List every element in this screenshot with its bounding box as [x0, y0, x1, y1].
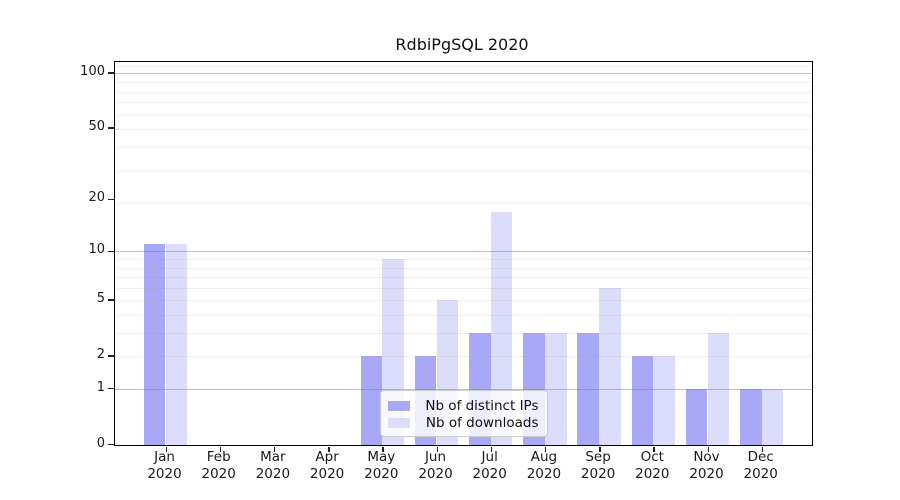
x-tick-jun: [436, 446, 438, 452]
chart-title: RdbiPgSQL 2020: [395, 35, 529, 54]
x-tick-apr: [328, 446, 330, 452]
y-tick-label-100: 100: [80, 63, 105, 79]
y-tick-5: [107, 299, 115, 301]
x-tick-may: [382, 446, 384, 452]
x-tick-label-sep: Sep 2020: [580, 449, 616, 482]
bar-distinct-ips-dec: [740, 388, 762, 445]
bar-downloads-oct: [653, 356, 675, 445]
y-tick-100: [107, 72, 115, 74]
bar-downloads-dec: [761, 388, 784, 445]
legend-row-downloads: Nb of downloads: [387, 414, 539, 431]
x-tick-label-jun: Jun 2020: [418, 449, 453, 482]
y-tick-20: [107, 198, 115, 200]
y-tick-label-5: 5: [96, 291, 105, 307]
y-tick-label-50: 50: [88, 118, 105, 134]
x-tick-nov: [707, 446, 709, 452]
bar-distinct-ips-may: [360, 356, 383, 445]
y-tick-2: [107, 355, 115, 357]
legend-label-distinct-ips: Nb of distinct IPs: [425, 397, 539, 414]
y-tick-0: [107, 443, 115, 446]
bar-downloads-nov: [707, 332, 730, 445]
x-tick-label-jan: Jan 2020: [147, 449, 182, 482]
x-tick-label-dec: Dec 2020: [743, 449, 778, 482]
bar-distinct-ips-oct: [631, 356, 654, 445]
bar-downloads-aug: [544, 332, 567, 445]
plot-area: Nb of distinct IPs Nb of downloads: [107, 61, 813, 452]
x-tick-label-may: May 2020: [364, 449, 399, 482]
x-tick-dec: [761, 446, 764, 452]
x-tick-label-mar: Mar 2020: [255, 449, 291, 482]
x-tick-oct: [653, 446, 655, 452]
y-tick-1: [107, 387, 115, 390]
legend: Nb of distinct IPs Nb of downloads: [379, 390, 548, 437]
y-tick-10: [107, 250, 115, 253]
x-tick-label-feb: Feb 2020: [201, 449, 236, 482]
x-tick-aug: [544, 446, 547, 452]
x-tick-mar: [273, 446, 276, 452]
bar-distinct-ips-nov: [685, 388, 708, 445]
x-tick-jan: [165, 446, 167, 452]
bar-downloads-jan: [165, 244, 188, 445]
y-tick-50: [107, 127, 115, 129]
x-tick-label-aug: Aug 2020: [526, 449, 562, 482]
legend-swatch-downloads: [387, 417, 410, 428]
x-tick-label-apr: Apr 2020: [309, 449, 345, 482]
legend-row-distinct-ips: Nb of distinct IPs: [387, 397, 539, 414]
bar-distinct-ips-sep: [577, 332, 600, 445]
y-tick-label-0: 0: [96, 435, 105, 451]
legend-label-downloads: Nb of downloads: [425, 414, 539, 431]
x-tick-label-jul: Jul 2020: [472, 449, 507, 482]
x-tick-feb: [219, 446, 222, 452]
bar-layer: [115, 62, 813, 445]
x-tick-sep: [599, 446, 601, 452]
bar-distinct-ips-jan: [143, 244, 166, 445]
legend-swatch-distinct-ips: [387, 400, 410, 411]
y-tick-label-1: 1: [96, 379, 105, 395]
x-tick-jul: [490, 446, 493, 452]
y-tick-label-10: 10: [88, 242, 105, 258]
x-tick-label-nov: Nov 2020: [689, 449, 724, 482]
y-tick-label-20: 20: [88, 190, 105, 206]
x-tick-label-oct: Oct 2020: [635, 449, 670, 482]
bar-downloads-sep: [599, 287, 621, 445]
y-tick-label-2: 2: [96, 347, 105, 362]
bar-downloads-jul: [490, 211, 513, 445]
